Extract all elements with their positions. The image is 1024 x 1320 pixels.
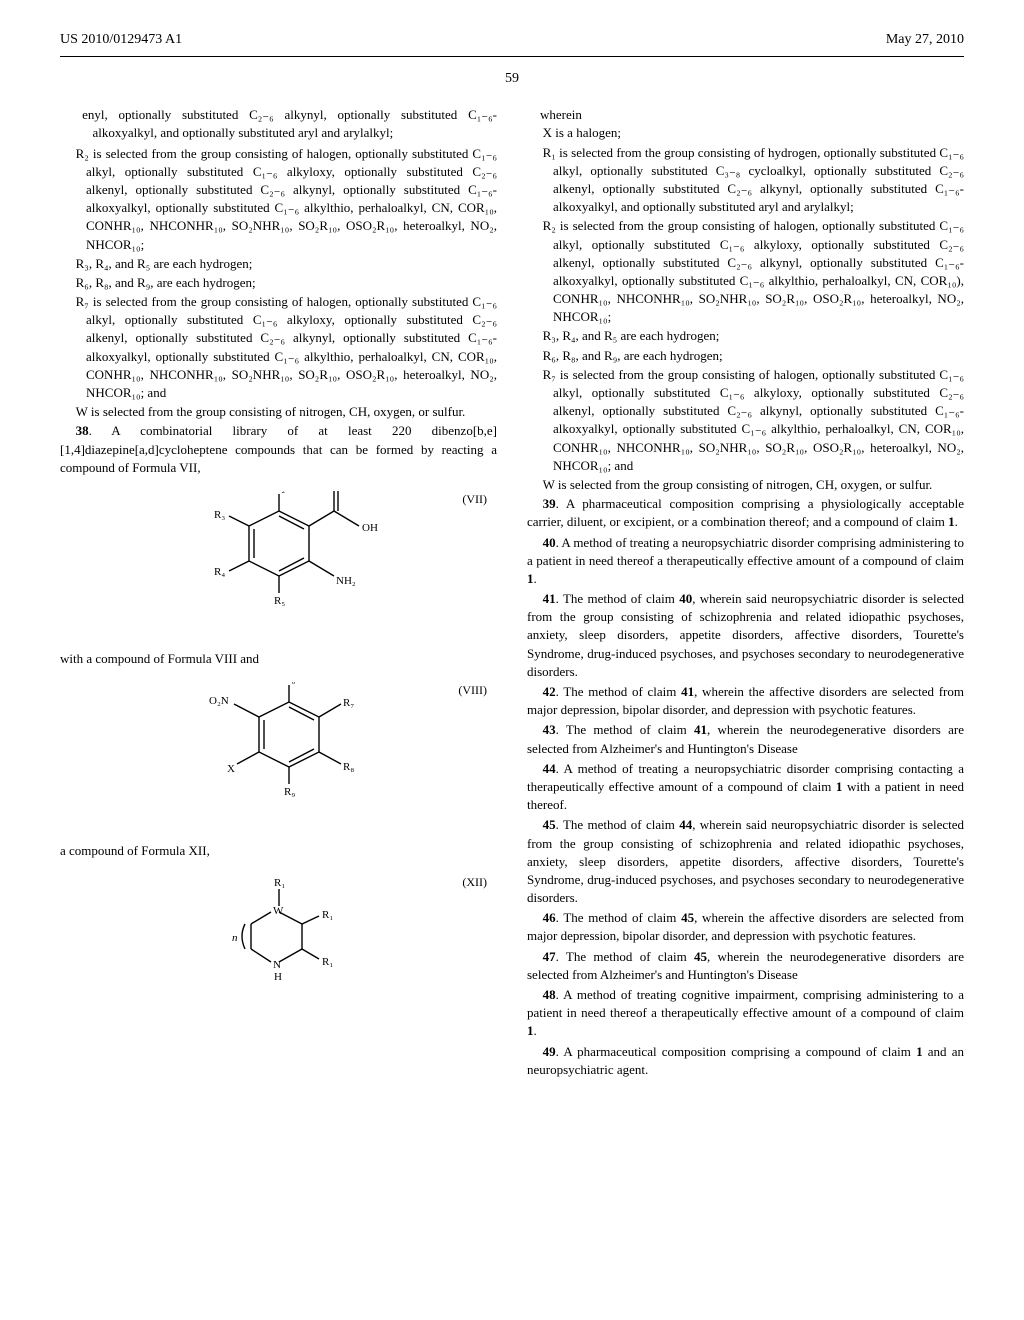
claim-42-number: 42	[543, 684, 556, 699]
claim-49-text: . A pharmaceutical composition comprisin…	[556, 1044, 916, 1059]
claim-49-number: 49	[543, 1044, 556, 1059]
svg-text:R₆: R₆	[284, 682, 295, 685]
publication-number: US 2010/0129473 A1	[60, 30, 182, 50]
claim-41-number: 41	[543, 591, 556, 606]
claim-39-text: . A pharmaceutical composition comprisin…	[527, 496, 964, 529]
svg-text:X: X	[227, 763, 235, 775]
formula-xii-figure: (XII) R₁ W R₁ R₁	[60, 874, 497, 1009]
svg-text:O: O	[328, 491, 336, 494]
svg-text:R₁: R₁	[322, 909, 333, 921]
svg-text:R₈: R₈	[343, 761, 354, 773]
claim-41-text: . The method of claim	[556, 591, 680, 606]
svg-text:W: W	[273, 905, 284, 917]
claim-47-ref: 45	[694, 949, 707, 964]
claim-41-ref: 40	[679, 591, 692, 606]
claim-44: 44. A method of treating a neuropsychiat…	[527, 760, 964, 815]
claim-43: 43. The method of claim 41, wherein the …	[527, 721, 964, 757]
svg-text:NH₂: NH₂	[336, 575, 356, 587]
claim37-r7: R₇ is selected from the group consisting…	[86, 293, 497, 402]
svg-text:R₁: R₁	[322, 956, 333, 968]
formula-viii-figure: (VIII) R₆ R₇ R₈	[60, 682, 497, 827]
page-header: US 2010/0129473 A1 May 27, 2010	[60, 30, 964, 57]
formula-xii-label: (XII)	[462, 874, 487, 891]
claim-47-number: 47	[543, 949, 556, 964]
claim-40-text: . A method of treating a neuropsychiatri…	[527, 535, 964, 568]
svg-text:R₁: R₁	[274, 877, 285, 889]
claim37-r689: R₆, R₈, and R₉, are each hydrogen;	[86, 274, 497, 292]
svg-text:R₅: R₅	[274, 595, 285, 607]
claim-43-ref: 41	[694, 722, 707, 737]
formula-viii-label: (VIII)	[458, 682, 487, 699]
claim37-r345: R₃, R₄, and R₅ are each hydrogen;	[86, 255, 497, 273]
claim-46-number: 46	[543, 910, 556, 925]
claim-44-number: 44	[543, 761, 556, 776]
svg-text:O₂N: O₂N	[209, 695, 229, 707]
claim-43-number: 43	[543, 722, 556, 737]
claim-39: 39. A pharmaceutical composition compris…	[527, 495, 964, 531]
claim38-r345: R₃, R₄, and R₅ are each hydrogen;	[553, 327, 964, 345]
claim37-r2: R₂ is selected from the group consisting…	[86, 145, 497, 254]
claim38-r689: R₆, R₈, and R₉, are each hydrogen;	[553, 347, 964, 365]
formula-viii-intro: with a compound of Formula VIII and	[60, 650, 497, 668]
svg-text:H: H	[274, 971, 282, 983]
claim-40-number: 40	[543, 535, 556, 550]
claim38-r7: R₇ is selected from the group consisting…	[553, 366, 964, 475]
svg-text:N: N	[273, 959, 281, 971]
claim-46-text: . The method of claim	[556, 910, 682, 925]
two-column-layout: enyl, optionally substituted C₂₋₆ alkyny…	[60, 106, 964, 1081]
claim-47-text: . The method of claim	[556, 949, 694, 964]
svg-text:R₉: R₉	[284, 786, 295, 798]
claim-47: 47. The method of claim 45, wherein the …	[527, 948, 964, 984]
claim-45-number: 45	[543, 817, 556, 832]
claim-43-text: . The method of claim	[556, 722, 694, 737]
claim38-wherein: wherein	[540, 106, 964, 124]
claim-40: 40. A method of treating a neuropsychiat…	[527, 534, 964, 589]
claim-46: 46. The method of claim 45, wherein the …	[527, 909, 964, 945]
svg-text:R₄: R₄	[214, 566, 225, 578]
claim38-r2: R₂ is selected from the group consisting…	[553, 217, 964, 326]
claim-38-text: . A combinatorial library of at least 22…	[60, 423, 497, 474]
formula-vii-svg: R₂ R₃ R₄ R₅ O OH NH₂	[179, 491, 379, 631]
claim38-r1: R₁ is selected from the group consisting…	[553, 144, 964, 217]
claim-46-ref: 45	[681, 910, 694, 925]
claim-38-number: 38	[76, 423, 89, 438]
publication-date: May 27, 2010	[886, 30, 964, 50]
claim-48: 48. A method of treating cognitive impai…	[527, 986, 964, 1041]
page-number: 59	[60, 69, 964, 89]
claim-39-number: 39	[543, 496, 556, 511]
claim37-frag: enyl, optionally substituted C₂₋₆ alkyny…	[93, 106, 498, 142]
claim-45: 45. The method of claim 44, wherein said…	[527, 816, 964, 907]
claim-42-text: . The method of claim	[556, 684, 682, 699]
svg-text:OH: OH	[362, 522, 378, 534]
svg-text:R₇: R₇	[343, 697, 354, 709]
claim-45-ref: 44	[679, 817, 692, 832]
claim-38: 38. A combinatorial library of at least …	[60, 422, 497, 477]
claim-45-text: . The method of claim	[556, 817, 680, 832]
claim-48-text: . A method of treating cognitive impairm…	[527, 987, 964, 1020]
claim37-w: W is selected from the group consisting …	[86, 403, 497, 421]
svg-text:n: n	[232, 932, 238, 944]
formula-viii-svg: R₆ R₇ R₈ R₉ O₂N X	[179, 682, 379, 822]
formula-xii-svg: R₁ W R₁ R₁ N H n	[189, 874, 369, 1004]
left-column: enyl, optionally substituted C₂₋₆ alkyny…	[60, 106, 497, 1081]
claim-41: 41. The method of claim 40, wherein said…	[527, 590, 964, 681]
formula-vii-label: (VII)	[462, 491, 487, 508]
claim-48-number: 48	[543, 987, 556, 1002]
right-column: wherein X is a halogen; R₁ is selected f…	[527, 106, 964, 1081]
claim-42-ref: 41	[681, 684, 694, 699]
svg-text:R₂: R₂	[274, 491, 285, 494]
claim-42: 42. The method of claim 41, wherein the …	[527, 683, 964, 719]
claim38-w: W is selected from the group consisting …	[553, 476, 964, 494]
svg-text:R₃: R₃	[214, 509, 225, 521]
claim-49: 49. A pharmaceutical composition compris…	[527, 1043, 964, 1079]
claim38-x: X is a halogen;	[553, 124, 964, 142]
formula-xii-intro: a compound of Formula XII,	[60, 842, 497, 860]
formula-vii-figure: (VII) R₂	[60, 491, 497, 636]
